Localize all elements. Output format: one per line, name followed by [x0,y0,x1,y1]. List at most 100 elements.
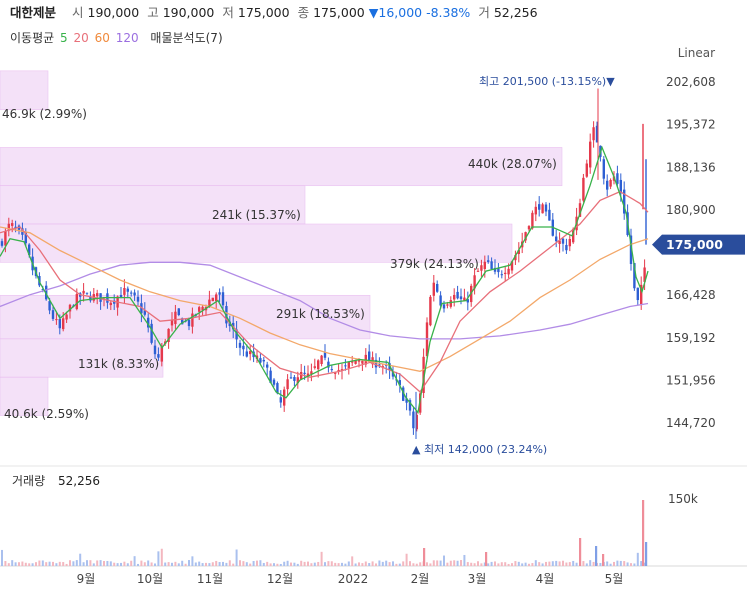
volume-bar [184,563,187,566]
volume-bar [48,561,51,566]
volume-axis-tick: 150k [668,492,698,506]
volume-bar [572,560,575,566]
candle-body [602,159,605,179]
volume-bar [62,562,65,566]
volume-bar [130,560,133,566]
volume-bar [490,561,493,566]
candle-body [459,296,463,300]
candle-body [408,400,412,411]
volume-bar [602,554,605,566]
volume-bar [548,561,551,566]
volume-bar [28,563,31,566]
candle-body [218,292,221,295]
volume-bar [432,560,435,566]
volume-bar [351,556,354,566]
candle-body [58,318,61,329]
ma-legend-label: 이동평균 [10,31,55,45]
candle-body [123,287,126,295]
candle-body [531,212,534,229]
volume-bar [69,560,71,566]
candle-body [616,173,619,184]
volume-bar [551,561,554,566]
candle-body [606,180,609,190]
volume-bar [463,554,466,566]
candle-body [429,296,432,326]
volume-bar [388,562,391,566]
candle-body [85,292,89,294]
candle-body [242,345,245,350]
volume-bar [613,561,615,566]
candle-body [147,317,150,328]
volume-bar [31,563,34,566]
candle-body [303,372,306,375]
volume-bar [201,563,204,566]
ma-legend[interactable]: 이동평균 5 20 60 120 매물분석도(7) [10,29,225,46]
low-value: 175,000 [237,5,290,20]
candle-body [534,206,537,215]
current-price-label: 175,000 [666,237,723,252]
volume-bar [642,500,645,566]
volume-bar [483,562,486,566]
scale-mode-toggle[interactable]: Linear [677,46,715,60]
volume-bar [534,560,537,566]
volume-bar [317,561,320,566]
volume-bar [65,563,68,566]
volume-bar [426,562,428,566]
candle-body [289,377,293,379]
candle-body [68,304,72,312]
candle-body [272,379,276,385]
volume-bar [334,562,337,566]
volume-bar [103,560,105,566]
volume-bar [582,561,585,566]
x-axis-tick-label: 5월 [605,572,624,586]
volume-bar [293,562,296,566]
candle-body [113,300,116,304]
candle-body [538,204,541,210]
volume-bar [609,563,612,566]
x-axis-tick-label: 4월 [536,572,555,586]
volume-bar [514,561,517,566]
candle-body [592,127,595,141]
candle-body [629,235,633,264]
volume-bar [235,549,238,566]
volume-value: 52,256 [493,5,538,20]
candle-body [208,299,211,308]
volume-bar [555,560,558,566]
candle-body [361,360,364,364]
candle-body [330,369,333,371]
y-axis-tick-label: 195,372 [666,118,716,132]
volume-bar [436,560,439,566]
volume-bar [266,561,269,566]
candle-body [75,294,78,310]
candle-body [487,260,490,262]
x-axis-tick-label: 10월 [137,572,163,586]
candle-body [422,356,425,393]
volume-bar [412,563,415,566]
volume-bar [96,560,99,566]
candle-body [300,372,303,380]
volume-bar [7,563,10,566]
volume-bar [643,562,646,566]
y-axis-tick-label: 151,956 [666,373,716,387]
volume-bar [242,561,245,566]
candle-body [24,231,27,244]
candle-body [381,366,384,368]
candle-body [609,179,612,187]
candle-body [463,297,466,301]
candle-body [215,294,218,302]
candle-body [636,287,639,301]
candle-body [211,297,214,302]
candle-body [544,204,548,212]
volume-bar [296,563,299,566]
volume-bar [575,562,578,566]
volume-bar [528,563,530,566]
volume-bar [269,563,272,566]
candle-body [177,308,180,316]
candle-body [351,360,354,363]
candle-body [480,265,483,271]
candle-body [327,361,330,368]
candle-body [619,179,622,194]
candle-body [266,364,269,368]
candle-body [283,389,286,406]
